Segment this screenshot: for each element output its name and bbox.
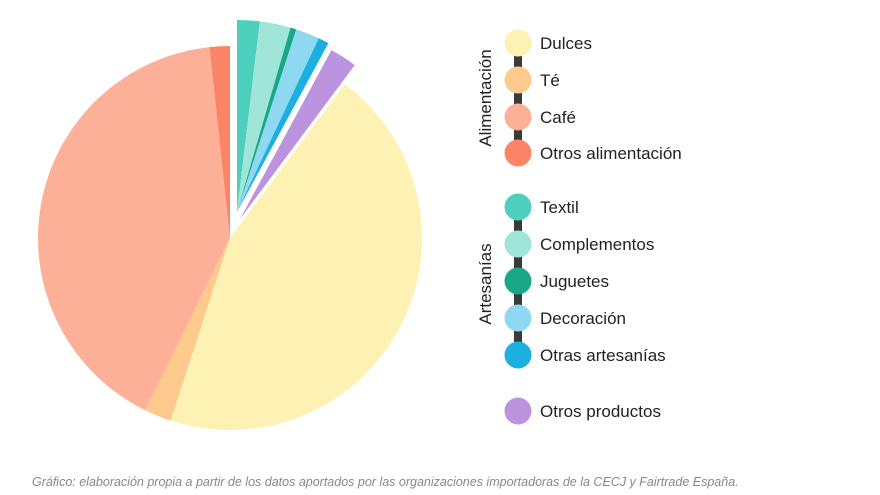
pie-slice-caf- (37, 47, 230, 411)
pie-slice-otras-artesan-as (237, 38, 329, 212)
legend-swatch (504, 139, 532, 167)
legend-label: Otras artesanías (540, 346, 666, 365)
legend-swatch (504, 304, 532, 332)
legend-label: Café (540, 108, 576, 127)
pie-slices (37, 20, 423, 431)
legend-label: Té (540, 71, 560, 90)
legend-swatch (504, 193, 532, 221)
legend-label: Dulces (540, 34, 592, 53)
legend-group-label: Artesanías (476, 243, 495, 324)
legend-swatch (504, 341, 532, 369)
pie-slice-otros-alimentaci-n (209, 46, 230, 238)
footer-caption: Gráfico: elaboración propia a partir de … (32, 475, 739, 489)
pie-slice-t- (144, 238, 230, 421)
pie-slice-juguetes (237, 27, 297, 212)
pie-slice-textil (237, 20, 260, 212)
pie-slice-complementos (237, 21, 291, 212)
legend-label: Complementos (540, 235, 654, 254)
legend-label: Textil (540, 198, 579, 217)
legend-group-label: Alimentación (476, 49, 495, 146)
legend-label: Decoración (540, 309, 626, 328)
pie-slice-dulces (170, 84, 423, 431)
legend-swatch (504, 29, 532, 57)
legend-swatch (504, 230, 532, 258)
legend-label: Otros productos (540, 402, 661, 421)
legend-swatch (504, 103, 532, 131)
legend-connector (514, 43, 522, 153)
pie-slice-decoraci-n (237, 29, 319, 212)
legend-swatch (504, 397, 532, 425)
legend: Alimentación Dulces Té Café Otros alimentaci… (476, 29, 682, 425)
legend-label: Juguetes (540, 272, 609, 291)
legend-swatch (504, 66, 532, 94)
pie-slice-otros-productos (240, 50, 355, 220)
legend-label: Otros alimentación (540, 144, 682, 163)
legend-swatch (504, 267, 532, 295)
